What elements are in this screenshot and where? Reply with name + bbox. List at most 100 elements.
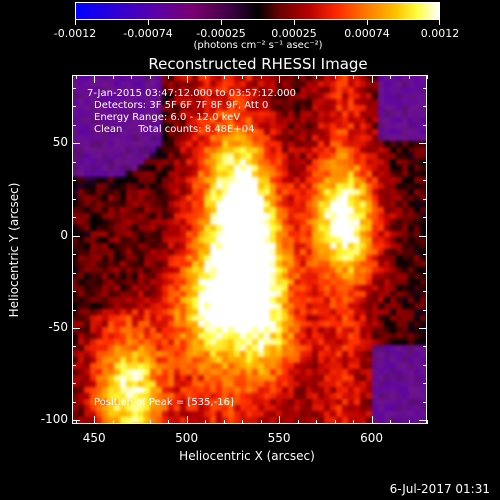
x-axis-label: Heliocentric X (arcsec) — [179, 449, 315, 463]
x-minor-tick — [131, 75, 133, 79]
y-minor-tick — [72, 309, 76, 311]
y-minor-tick — [423, 198, 427, 200]
annotation-clean-counts: Clean Total counts: 8.48E+04 — [94, 124, 255, 135]
colorbar-tick-label: -0.0012 — [53, 27, 97, 40]
x-minor-tick — [408, 75, 410, 79]
x-minor-tick — [94, 420, 96, 424]
x-minor-tick — [390, 75, 392, 79]
colorbar-tick — [367, 20, 368, 25]
x-tick-label: 600 — [360, 431, 383, 445]
y-minor-tick — [423, 309, 427, 311]
y-minor-tick — [72, 364, 76, 366]
y-minor-tick — [72, 383, 76, 385]
x-tick-mark — [371, 75, 373, 83]
y-tick-label: 0 — [60, 227, 68, 242]
x-minor-tick — [186, 75, 188, 79]
y-minor-tick — [423, 161, 427, 163]
x-minor-tick — [334, 420, 336, 424]
x-tick-label: 450 — [82, 431, 106, 445]
y-minor-tick — [423, 401, 427, 403]
y-axis-label: Heliocentric Y (arcsec) — [7, 182, 21, 318]
colorbar-tick-label: 0.00025 — [271, 27, 317, 40]
colorbar-tick-label: 0.0012 — [420, 27, 460, 40]
y-minor-tick — [72, 327, 76, 329]
y-minor-tick — [72, 217, 76, 219]
colorbar-tick — [148, 20, 149, 25]
annotation-detectors: Detectors: 3F 5F 6F 7F 8F 9F, Att 0 — [94, 100, 269, 111]
rhessi-image — [72, 75, 427, 424]
y-tick-label: -50 — [48, 319, 68, 334]
colorbar-tick-label: -0.00074 — [123, 27, 173, 40]
image-title: Reconstructed RHESSI Image — [148, 55, 368, 73]
y-minor-tick — [72, 235, 76, 237]
y-tick-mark — [72, 143, 80, 145]
y-minor-tick — [72, 272, 76, 274]
x-minor-tick — [297, 420, 299, 424]
y-minor-tick — [423, 291, 427, 293]
y-tick-mark — [72, 327, 80, 329]
colorbar-units: (photons cm⁻² s⁻¹ asec⁻²) — [193, 40, 323, 51]
y-minor-tick — [72, 254, 76, 256]
y-minor-tick — [72, 420, 76, 422]
colorbar — [75, 2, 440, 20]
colorbar-tick — [294, 20, 295, 25]
x-minor-tick — [353, 75, 355, 79]
y-minor-tick — [423, 420, 427, 422]
x-minor-tick — [242, 75, 244, 79]
x-minor-tick — [408, 420, 410, 424]
colorbar-tick — [221, 20, 222, 25]
x-minor-tick — [75, 75, 77, 79]
y-tick-mark — [72, 235, 80, 237]
y-minor-tick — [72, 143, 76, 145]
datestamp: 6-Jul-2017 01:31 — [389, 482, 490, 496]
x-tick-mark — [186, 75, 188, 83]
x-minor-tick — [371, 420, 373, 424]
y-tick-label: -100 — [40, 412, 68, 427]
y-minor-tick — [423, 254, 427, 256]
x-minor-tick — [242, 420, 244, 424]
colorbar-tick-label: -0.00025 — [196, 27, 246, 40]
x-minor-tick — [149, 75, 151, 79]
x-minor-tick — [205, 75, 207, 79]
y-minor-tick — [423, 364, 427, 366]
colorbar-tick — [439, 20, 440, 25]
x-minor-tick — [353, 420, 355, 424]
y-minor-tick — [423, 217, 427, 219]
y-minor-tick — [72, 106, 76, 108]
y-minor-tick — [423, 235, 427, 237]
y-minor-tick — [423, 346, 427, 348]
x-minor-tick — [223, 75, 225, 79]
x-minor-tick — [260, 75, 262, 79]
y-minor-tick — [72, 291, 76, 293]
x-minor-tick — [75, 420, 77, 424]
y-minor-tick — [72, 401, 76, 403]
x-minor-tick — [371, 75, 373, 79]
x-tick-label: 500 — [175, 431, 199, 445]
x-minor-tick — [427, 420, 428, 424]
annotation-energy-range: Energy Range: 6.0 - 12.0 keV — [94, 112, 241, 123]
x-minor-tick — [297, 75, 299, 79]
x-minor-tick — [316, 420, 318, 424]
x-minor-tick — [427, 75, 428, 79]
y-minor-tick — [72, 346, 76, 348]
x-minor-tick — [94, 75, 96, 79]
x-minor-tick — [334, 75, 336, 79]
y-minor-tick — [72, 198, 76, 200]
x-minor-tick — [112, 420, 114, 424]
y-minor-tick — [72, 87, 76, 89]
y-tick-mark — [72, 420, 80, 422]
annotation-time-range: 7-Jan-2015 03:47:12.000 to 03:57:12.000 — [87, 88, 296, 99]
x-minor-tick — [149, 420, 151, 424]
y-minor-tick — [423, 327, 427, 329]
y-minor-tick — [72, 161, 76, 163]
x-tick-mark — [279, 75, 281, 83]
y-tick-label: 50 — [52, 135, 68, 150]
x-minor-tick — [186, 420, 188, 424]
x-minor-tick — [205, 420, 207, 424]
x-minor-tick — [316, 75, 318, 79]
colorbar-tick — [75, 20, 76, 25]
y-minor-tick — [72, 124, 76, 126]
x-minor-tick — [260, 420, 262, 424]
x-minor-tick — [168, 420, 170, 424]
y-minor-tick — [423, 383, 427, 385]
